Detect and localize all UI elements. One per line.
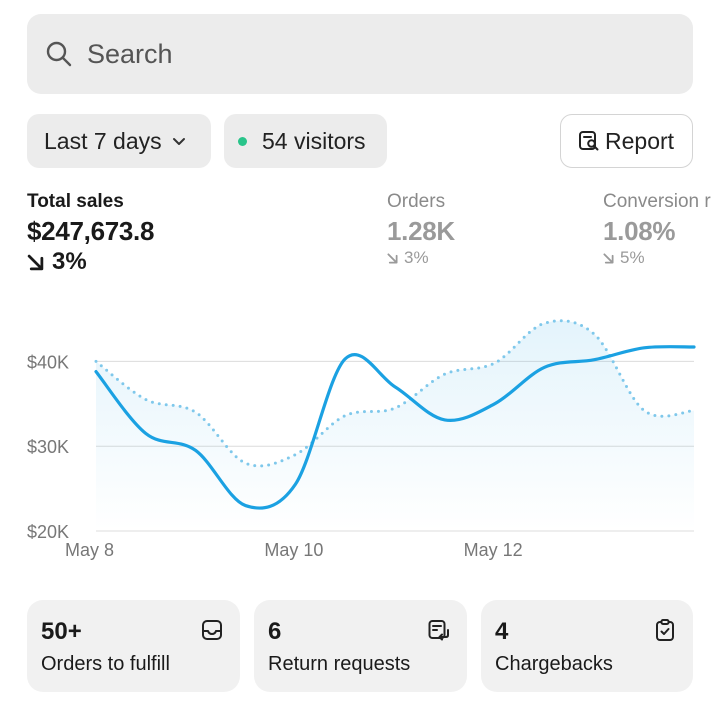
live-status-dot xyxy=(238,136,247,146)
card-value: 4 xyxy=(495,618,509,645)
inbox-icon xyxy=(202,620,222,640)
date-range-selector[interactable]: Last 7 days xyxy=(27,114,211,168)
y-tick-label: $30K xyxy=(27,437,69,457)
metric-change-value: 5% xyxy=(620,248,645,267)
metric-change-value: 3% xyxy=(404,248,429,267)
x-tick-label: May 8 xyxy=(65,540,114,560)
metric-change: 3% xyxy=(387,248,455,268)
comparison-area xyxy=(96,320,694,531)
arrow-down-right-icon xyxy=(603,252,614,264)
metric-title: Conversion r xyxy=(603,191,711,212)
date-range-label: Last 7 days xyxy=(44,127,162,154)
search-icon xyxy=(46,41,72,67)
card-value: 50+ xyxy=(41,618,82,645)
chevron-down-icon xyxy=(172,138,185,145)
sales-line-chart: $20K $30K $40K May 8 May 10 May 12 xyxy=(27,319,696,560)
card-label: Orders to fulfill xyxy=(41,653,170,675)
sales-series-line xyxy=(94,345,696,510)
x-tick-label: May 10 xyxy=(264,540,323,560)
x-tick-label: May 12 xyxy=(464,540,523,560)
arrow-down-right-icon xyxy=(27,254,44,270)
report-icon xyxy=(579,131,599,151)
search-bar[interactable]: Search xyxy=(27,14,693,94)
return-requests-card[interactable]: 6 Return requests xyxy=(254,600,467,692)
clipboard-check-icon xyxy=(656,619,674,641)
return-box-icon xyxy=(428,620,449,641)
report-label: Report xyxy=(605,127,675,154)
card-label: Return requests xyxy=(268,653,411,675)
metric-title: Total sales xyxy=(27,191,124,212)
visitors-label: 54 visitors xyxy=(262,127,366,154)
metric-value: $247,673.8 xyxy=(27,216,155,246)
metric-orders[interactable]: Orders 1.28K 3% xyxy=(387,190,455,268)
metric-value: 1.28K xyxy=(387,216,455,246)
metric-change-value: 3% xyxy=(52,248,87,275)
card-label: Chargebacks xyxy=(495,653,613,675)
metric-change: 3% xyxy=(27,248,154,276)
y-tick-label: $20K xyxy=(27,522,69,542)
y-tick-label: $40K xyxy=(27,352,69,372)
metric-value: 1.08% xyxy=(603,216,676,246)
metric-title: Orders xyxy=(387,191,446,212)
orders-to-fulfill-card[interactable]: 50+ Orders to fulfill xyxy=(27,600,240,692)
metric-conversion[interactable]: Conversion r 1.08% 5% xyxy=(603,190,711,268)
search-input[interactable]: Search xyxy=(87,38,173,69)
metric-total-sales[interactable]: Total sales $247,673.8 3% xyxy=(27,190,154,276)
arrow-down-right-icon xyxy=(387,252,398,264)
card-value: 6 xyxy=(268,618,282,645)
report-button[interactable]: Report xyxy=(560,114,693,168)
metric-change: 5% xyxy=(603,248,711,268)
visitors-chip[interactable]: 54 visitors xyxy=(224,114,387,168)
chargebacks-card[interactable]: 4 Chargebacks xyxy=(481,600,693,692)
